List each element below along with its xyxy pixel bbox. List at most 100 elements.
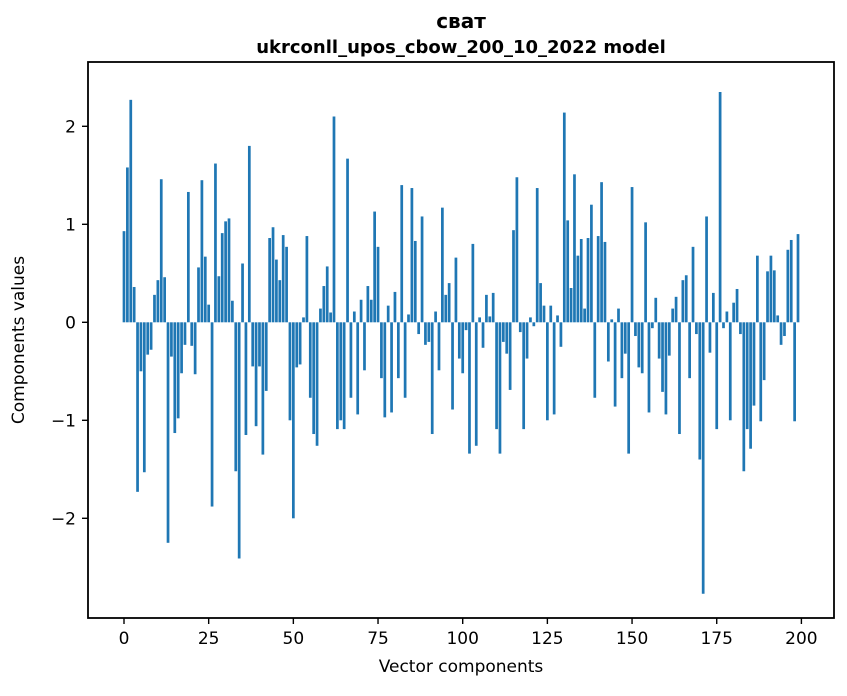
bar-component-161	[667, 322, 671, 356]
bar-component-50	[291, 322, 295, 519]
bar-component-55	[308, 322, 312, 398]
bar-component-78	[386, 305, 390, 323]
bar-component-17	[180, 322, 183, 374]
bar-component-170	[698, 322, 702, 460]
bar-component-99	[457, 322, 461, 359]
bar-component-149	[627, 322, 631, 454]
bar-component-13	[166, 322, 170, 543]
bar-component-175	[715, 322, 719, 430]
bar-component-56	[312, 322, 316, 435]
bar-component-110	[495, 322, 498, 430]
bar-component-38	[251, 322, 255, 367]
bar-component-85	[410, 188, 414, 323]
bar-component-33	[234, 322, 238, 472]
bar-component-144	[610, 319, 614, 323]
bar-component-37	[247, 145, 251, 323]
bar-component-8	[149, 322, 153, 350]
x-axis-ticks: 0 25 50 75 100 125 150 175 200	[119, 618, 818, 649]
x-tick-label-100: 100	[446, 629, 478, 649]
bar-component-192	[772, 270, 776, 323]
bar-component-193	[776, 315, 780, 323]
bar-component-119	[525, 322, 529, 359]
bar-component-95	[444, 294, 448, 323]
bar-component-152	[637, 322, 641, 368]
bar-component-65	[342, 322, 346, 430]
bar-component-73	[369, 299, 373, 323]
bar-component-157	[654, 297, 658, 323]
bar-component-30	[224, 221, 227, 323]
bar-component-23	[200, 180, 204, 323]
bar-component-69	[356, 322, 360, 415]
bar-component-185	[749, 322, 752, 449]
x-tick-label-125: 125	[531, 629, 563, 649]
plot-spines	[87, 61, 835, 619]
bar-component-81	[396, 322, 400, 379]
bar-component-36	[244, 322, 248, 435]
bar-component-96	[447, 283, 451, 323]
bar-component-132	[569, 288, 573, 323]
bar-component-16	[176, 322, 180, 419]
bar-component-0	[122, 231, 126, 323]
bar-component-105	[478, 317, 481, 323]
bar-component-172	[705, 216, 708, 323]
bar-component-27	[214, 163, 217, 323]
bar-component-130	[562, 112, 566, 323]
y-tick-label--1: −1	[51, 411, 76, 431]
bar-component-133	[573, 174, 576, 323]
bar-component-49	[288, 322, 292, 421]
bar-component-100	[461, 322, 465, 374]
bar-component-3	[132, 287, 136, 323]
bar-component-115	[512, 230, 515, 323]
bar-component-101	[464, 322, 468, 331]
bar-component-141	[600, 182, 603, 323]
bar-component-131	[566, 220, 570, 323]
bar-component-153	[640, 322, 644, 374]
bar-component-68	[352, 311, 356, 323]
bar-component-147	[620, 322, 624, 379]
bar-component-63	[336, 322, 339, 430]
bar-component-93	[437, 322, 441, 371]
bar-component-53	[302, 317, 305, 323]
bar-component-44	[271, 227, 275, 323]
bar-component-51	[295, 322, 299, 368]
bar-component-29	[220, 233, 224, 323]
bar-component-11	[159, 179, 163, 323]
bar-component-197	[789, 239, 793, 323]
bar-component-159	[661, 322, 664, 392]
bar-component-163	[674, 296, 678, 323]
bar-component-45	[275, 259, 278, 323]
bar-component-108	[488, 316, 492, 323]
bar-component-67	[349, 322, 353, 398]
bar-component-179	[728, 322, 732, 421]
bar-component-189	[762, 322, 766, 381]
bar-component-52	[298, 322, 302, 365]
bar-component-190	[766, 271, 769, 323]
bar-component-123	[539, 283, 542, 323]
bar-component-10	[156, 280, 160, 323]
bar-component-84	[407, 314, 410, 323]
bar-component-98	[454, 257, 458, 323]
bar-component-140	[596, 236, 600, 323]
bar-component-72	[366, 286, 370, 323]
bar-component-173	[708, 322, 712, 353]
bar-component-186	[752, 322, 756, 406]
bar-component-171	[701, 322, 705, 594]
bar-component-24	[203, 256, 207, 323]
bar-component-21	[193, 322, 197, 375]
bar-component-92	[434, 311, 437, 323]
bar-component-142	[603, 241, 607, 323]
bar-component-145	[613, 322, 617, 407]
x-tick-label-75: 75	[367, 629, 389, 649]
bar-component-34	[237, 322, 241, 559]
bar-component-178	[725, 311, 729, 323]
bar-component-180	[732, 302, 736, 323]
bar-component-47	[281, 235, 285, 323]
bar-component-122	[535, 188, 539, 323]
bar-component-2	[129, 99, 133, 323]
bar-component-12	[163, 277, 166, 323]
bars-group	[122, 92, 800, 594]
x-tick-label-150: 150	[616, 629, 648, 649]
bar-component-86	[413, 240, 417, 323]
bar-component-168	[691, 246, 695, 323]
bar-component-148	[623, 322, 627, 354]
